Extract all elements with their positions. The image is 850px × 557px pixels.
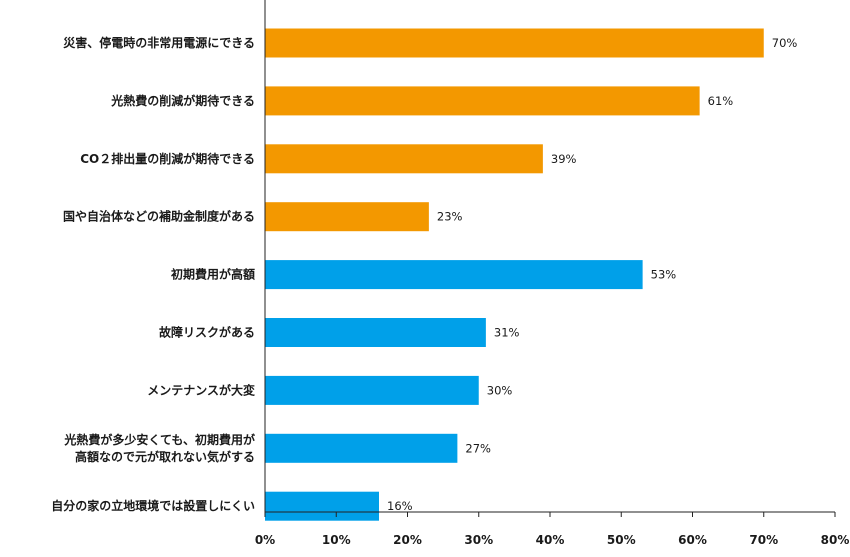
data-label: 70% — [772, 36, 798, 50]
bar — [265, 260, 643, 290]
category-label: 光熱費の削減が期待できる — [110, 93, 255, 108]
x-tick-label: 10% — [322, 533, 351, 547]
x-tick-label: 60% — [678, 533, 707, 547]
x-tick-label: 40% — [536, 533, 565, 547]
value-labels: 70% 61% 39% 23% 53% 31% 30% 27% 16% — [387, 36, 797, 513]
data-label: 23% — [437, 210, 463, 224]
data-label: 27% — [465, 441, 491, 455]
data-label: 31% — [494, 326, 520, 340]
bar — [265, 86, 700, 116]
bar — [265, 144, 543, 174]
data-label: 16% — [387, 499, 413, 513]
category-label: 災害、停電時の非常用電源にできる — [63, 35, 255, 50]
category-label: 故障リスクがある — [159, 325, 255, 340]
bar — [265, 318, 486, 347]
x-tick-label: 70% — [749, 533, 778, 547]
bars-group — [265, 28, 764, 521]
x-tick-label: 20% — [393, 533, 422, 547]
axes-group — [264, 0, 836, 517]
category-label: 自分の家の立地環境では設置しにくい — [51, 498, 255, 513]
x-tick-label: 80% — [821, 533, 850, 547]
bar — [265, 28, 764, 58]
bar — [265, 491, 379, 521]
bar — [265, 202, 429, 232]
data-label: 61% — [708, 94, 734, 108]
data-label: 53% — [651, 268, 677, 282]
x-tick-label: 50% — [607, 533, 636, 547]
category-label: 初期費用が高額 — [171, 267, 255, 282]
x-tick-label: 0% — [255, 533, 275, 547]
x-tick-label: 30% — [464, 533, 493, 547]
category-label: 高額なので元が取れない気がする — [75, 449, 255, 464]
category-label: 光熱費が多少安くても、初期費用が — [63, 432, 255, 447]
data-label: 39% — [551, 152, 577, 166]
bar — [265, 375, 479, 405]
category-label: 国や自治体などの補助金制度がある — [63, 209, 255, 224]
data-label: 30% — [487, 383, 513, 397]
category-label: CO２排出量の削減が期待できる — [80, 151, 255, 166]
bar — [265, 433, 458, 463]
x-tick-labels: 0% 10% 20% 30% 40% 50% 60% 70% 80% — [255, 533, 850, 547]
category-label: メンテナンスが大変 — [147, 382, 256, 397]
